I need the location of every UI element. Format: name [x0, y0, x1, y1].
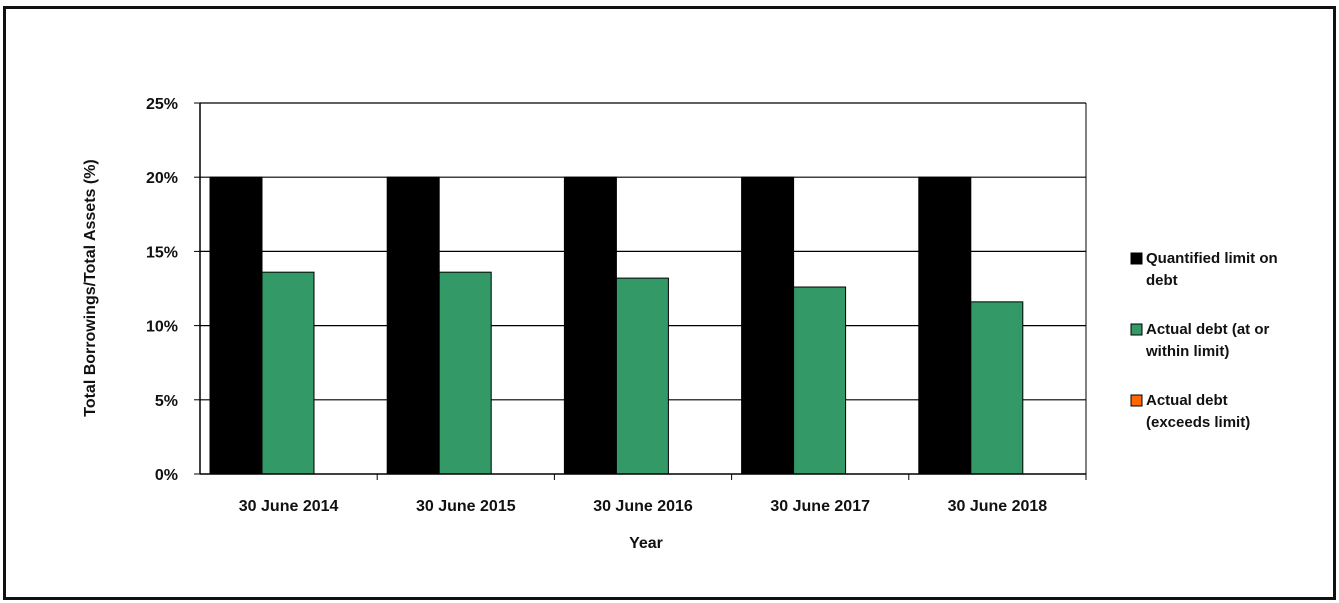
legend-label-1: within limit) [1145, 343, 1229, 360]
y-tick-label: 5% [155, 393, 178, 410]
y-tick-label: 15% [146, 244, 178, 261]
bar-limit-1 [386, 176, 440, 475]
x-category-label: 30 June 2014 [239, 498, 339, 515]
bar-actual-2 [615, 277, 669, 475]
legend-swatch-0 [1130, 252, 1143, 265]
bar-limit-2 [563, 176, 617, 475]
legend-label-1: Actual debt (at or [1146, 321, 1270, 338]
bar-limit-0 [209, 176, 263, 475]
bar-actual-0 [261, 271, 315, 475]
legend-label-0: debt [1146, 272, 1178, 289]
bar-actual-4 [970, 301, 1024, 475]
y-tick-label: 0% [155, 467, 178, 484]
y-axis-title: Total Borrowings/Total Assets (%) [82, 159, 99, 417]
bar-limit-4 [918, 176, 972, 475]
bar-limit-3 [741, 176, 795, 475]
legend-swatch-1 [1130, 323, 1143, 336]
legend-swatch-2 [1130, 394, 1143, 407]
x-category-label: 30 June 2015 [416, 498, 516, 515]
legend-label-0: Quantified limit on [1146, 250, 1278, 267]
y-tick-label: 20% [146, 170, 178, 187]
y-tick-label: 25% [146, 96, 178, 113]
y-tick-label: 10% [146, 319, 178, 336]
x-axis-title: Year [629, 535, 663, 552]
bar-actual-3 [793, 286, 847, 475]
x-category-label: 30 June 2018 [948, 498, 1048, 515]
legend-label-2: Actual debt [1146, 392, 1228, 409]
legend-label-2: (exceeds limit) [1146, 414, 1250, 431]
bar-actual-1 [438, 271, 492, 475]
x-category-label: 30 June 2016 [593, 498, 693, 515]
x-category-label: 30 June 2017 [770, 498, 870, 515]
